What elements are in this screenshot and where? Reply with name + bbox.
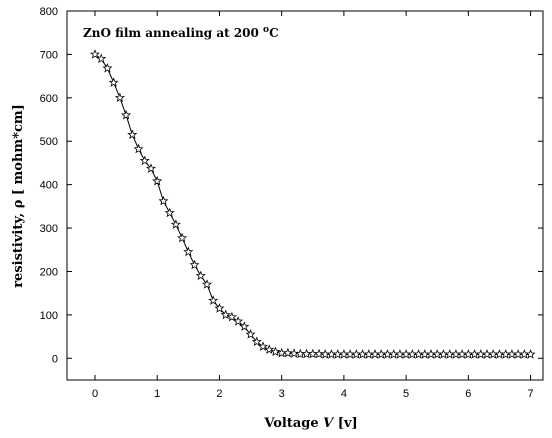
data-point-star (239, 321, 250, 331)
data-point-star (245, 329, 256, 339)
annotation-text: ZnO film annealing at 200 (83, 26, 263, 40)
y-tick-label: 0 (52, 353, 58, 365)
x-tick-label: 0 (92, 388, 98, 400)
data-point-star (226, 311, 237, 322)
data-point-star (183, 246, 194, 257)
annotation-degree: o (263, 25, 269, 35)
x-tick-label: 7 (527, 388, 533, 400)
data-point-star (164, 207, 175, 218)
data-point-star (170, 219, 181, 229)
data-point-star (282, 347, 293, 358)
x-axis-title-var: V (323, 416, 335, 431)
x-tick-label: 6 (465, 388, 471, 400)
x-axis-title: Voltage V [v] (263, 416, 357, 431)
data-point-star (264, 344, 275, 354)
data-point-star (208, 295, 219, 305)
axis-ticks (67, 10, 543, 380)
data-point-star (177, 232, 188, 243)
data-point-star (102, 62, 113, 73)
y-tick-label: 800 (40, 6, 58, 18)
annotation: ZnO film annealing at 200 oC (83, 25, 279, 40)
x-tick-label: 4 (341, 388, 347, 400)
data-point-star (313, 348, 325, 359)
x-tick-label: 3 (279, 388, 285, 400)
data-point-star (195, 270, 206, 281)
data-point-star (127, 129, 138, 140)
y-tick-label: 100 (40, 310, 58, 322)
data-point-star (257, 341, 269, 351)
y-tick-label: 400 (40, 180, 58, 192)
data-point-star (89, 49, 101, 59)
data-point-star (525, 349, 536, 359)
data-point-star (201, 279, 213, 289)
data-point-star (145, 163, 157, 173)
data-point-star (270, 346, 281, 357)
data-point-star (214, 303, 225, 313)
x-tick-label: 5 (403, 388, 409, 400)
data-point-star (189, 259, 200, 270)
y-tick-label: 200 (40, 266, 58, 278)
y-axis-title: resistivity, ρ [ mohm*cm] (11, 104, 26, 288)
plot-frame (66, 10, 544, 381)
series-markers (89, 49, 536, 359)
data-point-star (158, 195, 169, 206)
data-point-star (114, 92, 125, 103)
annotation-unit: C (269, 26, 279, 40)
y-tick-label: 300 (40, 223, 58, 235)
data-point-star (233, 316, 244, 326)
x-tick-label: 1 (154, 388, 160, 400)
data-point-star (133, 143, 144, 154)
y-tick-label: 600 (40, 93, 58, 105)
tick-labels: 0 1 2 3 4 5 6 7 0 100 200 300 400 500 600 700 800 (40, 6, 534, 400)
data-point-star (108, 77, 119, 87)
x-tick-label: 2 (216, 388, 222, 400)
x-axis-title-suffix: [v] (333, 416, 357, 431)
data-point-star (289, 348, 300, 358)
data-point-star (96, 53, 107, 64)
series-line (94, 53, 531, 355)
data-point-star (152, 175, 163, 186)
data-point-star (139, 155, 150, 166)
y-tick-label: 500 (40, 136, 58, 148)
data-point-star (220, 309, 231, 320)
data-point-star (251, 336, 262, 347)
data-point-star (121, 109, 132, 120)
y-tick-label: 700 (40, 49, 58, 61)
x-axis-title-prefix: Voltage (263, 416, 323, 431)
